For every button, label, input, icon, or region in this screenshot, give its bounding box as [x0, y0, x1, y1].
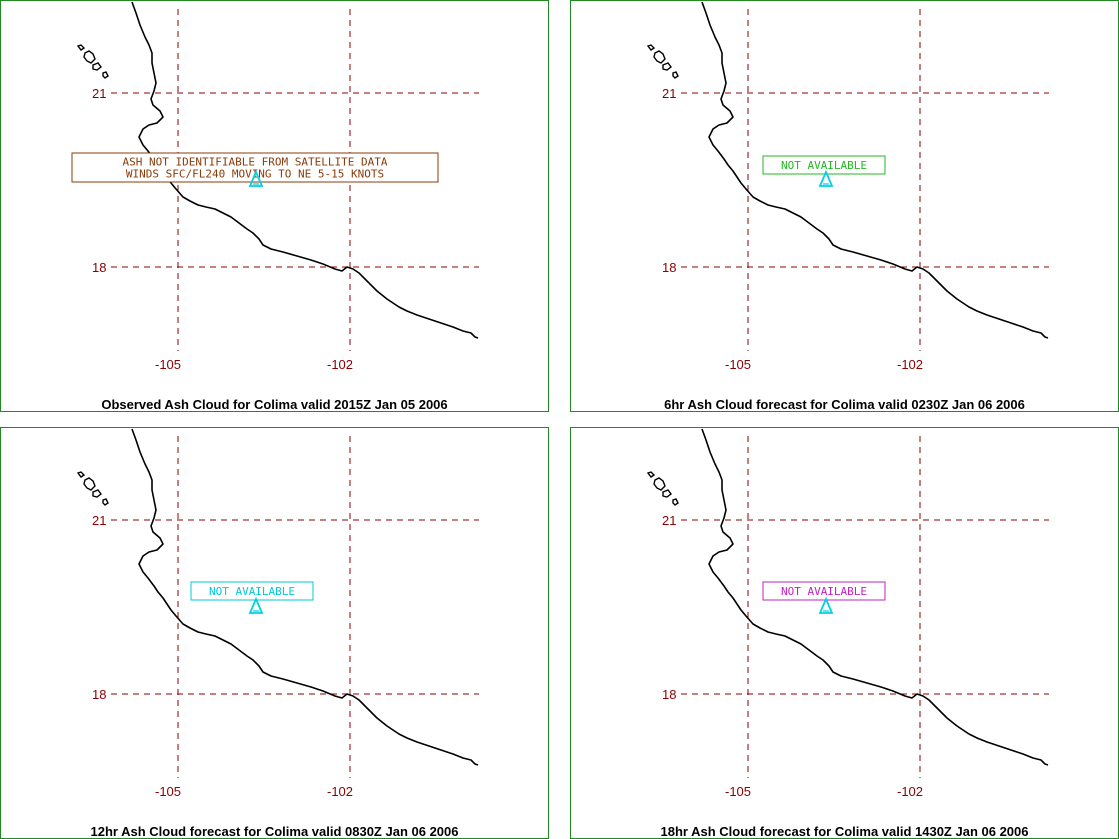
map-6hr: 21 18 -105 -102 NOT AVAILABLE: [646, 1, 1049, 372]
coastline: [131, 1, 479, 339]
lat-label: 21: [92, 513, 106, 528]
volcano-triangle: [818, 169, 834, 187]
island: [92, 62, 102, 71]
lon-label: -105: [725, 784, 751, 799]
volcano-triangle: [818, 596, 834, 614]
graticule: [681, 436, 1049, 778]
map-12hr: 21 18 -105 -102 NOT AVAILABLE: [76, 428, 479, 799]
note-box: [190, 581, 314, 601]
panel-6hr-forecast: 21 18 -105 -102 NOT AVAILABLE 6hr Ash Cloud …: [570, 0, 1119, 412]
island: [672, 498, 679, 506]
island: [76, 471, 86, 478]
note-box: [762, 581, 886, 601]
note-box: [71, 152, 439, 183]
lat-label: 18: [92, 687, 106, 702]
note-line: NOT AVAILABLE: [781, 159, 867, 172]
island: [672, 71, 679, 79]
lat-label: 18: [92, 260, 106, 275]
volcano-triangle: [248, 596, 264, 614]
lon-label: -105: [155, 357, 181, 372]
lat-label: 18: [662, 687, 676, 702]
island: [662, 489, 672, 498]
island: [662, 62, 672, 71]
volcano-marker-icon: [818, 596, 834, 614]
panel-caption: 6hr Ash Cloud forecast for Colima valid …: [664, 397, 1025, 412]
lat-label: 21: [662, 513, 676, 528]
status-note: NOT AVAILABLE: [762, 581, 886, 601]
lat-label: 18: [662, 260, 676, 275]
volcano-marker-icon: [248, 169, 264, 187]
coastline: [701, 1, 1049, 339]
lon-label: -102: [897, 784, 923, 799]
island: [653, 50, 666, 64]
map-observed: 21 18 -105 -102 ASH NOT IDENTIFIABLE FROM SA…: [71, 1, 479, 372]
volcano-marker-icon: [248, 596, 264, 614]
island: [646, 471, 656, 478]
island: [83, 50, 96, 64]
status-note: ASH NOT IDENTIFIABLE FROM SATELLITE DATA…: [71, 152, 439, 183]
volcano-triangle: [248, 169, 264, 187]
map-18hr: 21 18 -105 -102 NOT AVAILABLE: [646, 428, 1049, 799]
panel-12hr-forecast: 21 18 -105 -102 NOT AVAILABLE 12hr Ash Cloud…: [0, 427, 549, 839]
status-note: NOT AVAILABLE: [762, 155, 886, 175]
island: [102, 71, 109, 79]
lon-label: -102: [327, 784, 353, 799]
graticule: [681, 9, 1049, 351]
panel-observed: 21 18 -105 -102 ASH NOT IDENTIFIABLE FROM SA…: [0, 0, 549, 412]
lat-label: 21: [92, 86, 106, 101]
coastline: [131, 428, 479, 766]
lon-label: -102: [327, 357, 353, 372]
note-line: ASH NOT IDENTIFIABLE FROM SATELLITE DATA: [123, 156, 388, 169]
note-line: NOT AVAILABLE: [781, 585, 867, 598]
island: [646, 44, 656, 51]
panel-caption: 12hr Ash Cloud forecast for Colima valid…: [90, 824, 459, 839]
panel-caption: Observed Ash Cloud for Colima valid 2015…: [101, 397, 448, 412]
volcano-marker-icon: [818, 169, 834, 187]
coastline: [701, 428, 1049, 766]
note-line: NOT AVAILABLE: [209, 585, 295, 598]
island: [102, 498, 109, 506]
island: [76, 44, 86, 51]
lon-label: -102: [897, 357, 923, 372]
note-box: [762, 155, 886, 175]
lon-label: -105: [155, 784, 181, 799]
status-note: NOT AVAILABLE: [190, 581, 314, 601]
island: [92, 489, 102, 498]
panel-18hr-forecast: 21 18 -105 -102 NOT AVAILABLE 18hr Ash Cloud…: [570, 427, 1119, 839]
graticule: [111, 436, 479, 778]
island: [83, 477, 96, 491]
island: [653, 477, 666, 491]
lon-label: -105: [725, 357, 751, 372]
panel-caption: 18hr Ash Cloud forecast for Colima valid…: [660, 824, 1029, 839]
lat-label: 21: [662, 86, 676, 101]
